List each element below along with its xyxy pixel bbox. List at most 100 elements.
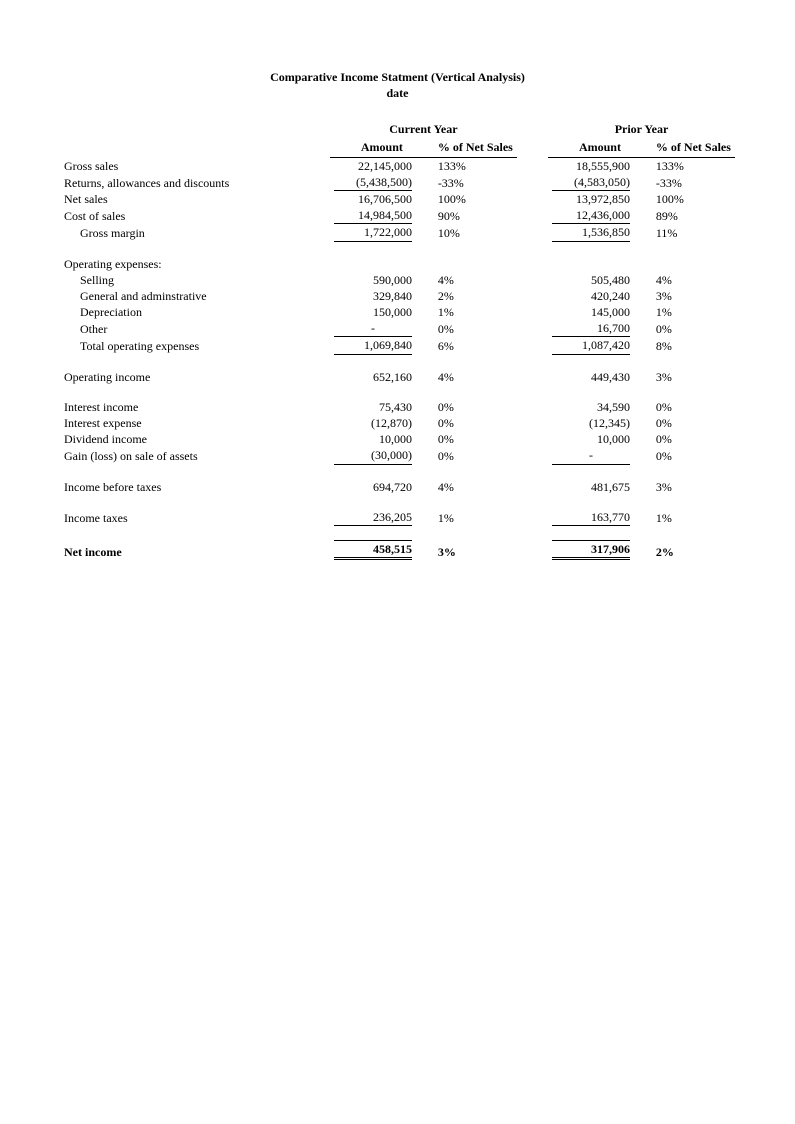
- label: Total operating expenses: [60, 337, 330, 354]
- current-amt: 590,000: [334, 272, 412, 288]
- label: Gross sales: [60, 157, 330, 174]
- current-amt: 652,160: [334, 369, 412, 385]
- header-amount-current: Amount: [330, 139, 434, 157]
- header-row-sub: Amount % of Net Sales Amount % of Net Sa…: [60, 139, 735, 157]
- prior-pct: 2%: [652, 540, 735, 560]
- label: Cost of sales: [60, 207, 330, 224]
- prior-pct: 3%: [652, 479, 735, 495]
- prior-pct: 0%: [652, 415, 735, 431]
- prior-amt: 317,906: [552, 540, 630, 560]
- row-operating-income: Operating income 652,160 4% 449,430 3%: [60, 369, 735, 385]
- row-net-sales: Net sales 16,706,500 100% 13,972,850 100…: [60, 191, 735, 207]
- row-total-op-exp: Total operating expenses 1,069,840 6% 1,…: [60, 337, 735, 354]
- row-gross-sales: Gross sales 22,145,000 133% 18,555,900 1…: [60, 157, 735, 174]
- row-gain-loss: Gain (loss) on sale of assets (30,000) 0…: [60, 447, 735, 464]
- current-amt: 16,706,500: [334, 191, 412, 207]
- current-amt: 10,000: [334, 431, 412, 447]
- prior-pct: 1%: [652, 304, 735, 320]
- prior-amt: 505,480: [552, 272, 630, 288]
- prior-amt: 1,087,420: [552, 337, 630, 354]
- prior-pct: 11%: [652, 224, 735, 241]
- prior-amt: 10,000: [552, 431, 630, 447]
- current-pct: 4%: [434, 479, 517, 495]
- row-operating-expenses-header: Operating expenses:: [60, 256, 735, 272]
- current-pct: 0%: [434, 320, 517, 337]
- row-income-before-taxes: Income before taxes 694,720 4% 481,675 3…: [60, 479, 735, 495]
- label: Dividend income: [60, 431, 330, 447]
- prior-pct: 3%: [652, 288, 735, 304]
- prior-amt: 420,240: [552, 288, 630, 304]
- current-pct: 0%: [434, 431, 517, 447]
- row-net-income: Net income 458,515 3% 317,906 2%: [60, 540, 735, 560]
- row-interest-income: Interest income 75,430 0% 34,590 0%: [60, 399, 735, 415]
- header-pct-current: % of Net Sales: [434, 139, 517, 157]
- current-amt: -: [334, 320, 412, 337]
- prior-amt: (4,583,050): [552, 174, 630, 191]
- prior-pct: 0%: [652, 447, 735, 464]
- header-amount-prior: Amount: [548, 139, 652, 157]
- current-pct: 1%: [434, 509, 517, 526]
- label: Other: [60, 320, 330, 337]
- current-amt: 236,205: [334, 509, 412, 526]
- current-pct: 0%: [434, 415, 517, 431]
- current-pct: 100%: [434, 191, 517, 207]
- current-pct: 0%: [434, 399, 517, 415]
- prior-amt: 449,430: [552, 369, 630, 385]
- label: Depreciation: [60, 304, 330, 320]
- row-income-taxes: Income taxes 236,205 1% 163,770 1%: [60, 509, 735, 526]
- income-statement-table: Current Year Prior Year Amount % of Net …: [60, 121, 735, 560]
- prior-pct: 89%: [652, 207, 735, 224]
- current-amt: 22,145,000: [334, 158, 412, 174]
- label: Income taxes: [60, 509, 330, 526]
- current-pct: 10%: [434, 224, 517, 241]
- prior-pct: 100%: [652, 191, 735, 207]
- row-depreciation: Depreciation 150,000 1% 145,000 1%: [60, 304, 735, 320]
- row-cost-of-sales: Cost of sales 14,984,500 90% 12,436,000 …: [60, 207, 735, 224]
- prior-pct: 1%: [652, 509, 735, 526]
- current-pct: 1%: [434, 304, 517, 320]
- label: Returns, allowances and discounts: [60, 174, 330, 191]
- page-subtitle: date: [60, 86, 735, 102]
- prior-amt: 163,770: [552, 509, 630, 526]
- label: Operating income: [60, 369, 330, 385]
- prior-pct: 133%: [652, 157, 735, 174]
- prior-amt: 13,972,850: [552, 191, 630, 207]
- row-interest-expense: Interest expense (12,870) 0% (12,345) 0%: [60, 415, 735, 431]
- current-pct: 4%: [434, 272, 517, 288]
- label: General and adminstrative: [60, 288, 330, 304]
- prior-pct: 3%: [652, 369, 735, 385]
- label: Gross margin: [60, 224, 330, 241]
- prior-pct: 0%: [652, 431, 735, 447]
- prior-amt: -: [552, 447, 630, 464]
- current-amt: 14,984,500: [334, 207, 412, 224]
- current-amt: 694,720: [334, 479, 412, 495]
- page-title: Comparative Income Statment (Vertical An…: [60, 70, 735, 86]
- current-amt: 75,430: [334, 399, 412, 415]
- label: Net sales: [60, 191, 330, 207]
- header-row-years: Current Year Prior Year: [60, 121, 735, 139]
- prior-pct: 0%: [652, 399, 735, 415]
- prior-pct: -33%: [652, 174, 735, 191]
- header-current-year: Current Year: [330, 121, 517, 139]
- current-amt: 458,515: [334, 540, 412, 560]
- current-amt: 1,722,000: [334, 224, 412, 241]
- row-returns: Returns, allowances and discounts (5,438…: [60, 174, 735, 191]
- label: Selling: [60, 272, 330, 288]
- current-amt: (12,870): [334, 415, 412, 431]
- label: Interest income: [60, 399, 330, 415]
- current-amt: 329,840: [334, 288, 412, 304]
- prior-pct: 4%: [652, 272, 735, 288]
- row-general-admin: General and adminstrative 329,840 2% 420…: [60, 288, 735, 304]
- current-pct: 2%: [434, 288, 517, 304]
- income-statement-page: Comparative Income Statment (Vertical An…: [0, 0, 795, 600]
- row-dividend-income: Dividend income 10,000 0% 10,000 0%: [60, 431, 735, 447]
- header-prior-year: Prior Year: [548, 121, 735, 139]
- prior-pct: 8%: [652, 337, 735, 354]
- label: Gain (loss) on sale of assets: [60, 447, 330, 464]
- title-block: Comparative Income Statment (Vertical An…: [60, 70, 735, 101]
- prior-amt: 18,555,900: [552, 158, 630, 174]
- current-pct: 133%: [434, 157, 517, 174]
- current-amt: 1,069,840: [334, 337, 412, 354]
- prior-pct: 0%: [652, 320, 735, 337]
- current-amt: (30,000): [334, 447, 412, 464]
